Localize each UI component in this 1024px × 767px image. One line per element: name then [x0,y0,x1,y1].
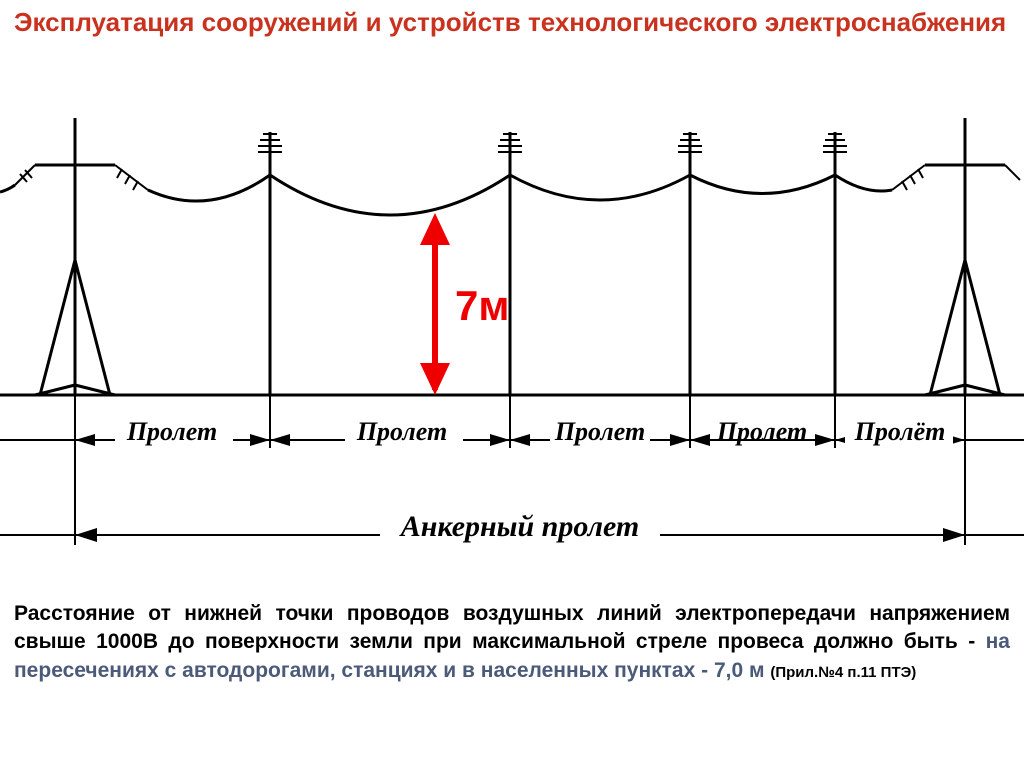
span-label-5: Пролёт [854,417,946,446]
wire-span-3 [510,175,690,200]
span-dimensions: Пролет Пролет Пролет Пролет Пролёт [0,395,1024,448]
wire-span-1 [148,175,270,201]
caption-ref: (Прил.№4 п.11 ПТЭ) [770,664,916,681]
span-label-3: Пролет [554,417,645,446]
anchor-span-dimension: Анкерный пролет [0,448,1024,545]
intermediate-pole-4 [823,132,847,395]
caption-pre: Расстояние от нижней точки проводов возд… [14,602,1010,653]
wire-span-5 [835,175,892,191]
page: Эксплуатация сооружений и устройств техн… [0,0,1024,767]
wire-span-4 [690,175,835,194]
power-line-diagram: 7м Пр [0,0,1024,600]
caption-text: Расстояние от нижней точки проводов возд… [14,600,1010,685]
wire-span-2 [270,175,510,215]
anchor-tower-left [15,118,148,395]
intermediate-pole-2 [498,132,522,395]
span-label-1: Пролет [126,417,217,446]
anchor-tower-right [892,118,1020,395]
clearance-label: 7м [455,282,509,329]
intermediate-pole-1 [258,132,282,395]
wire-stub-left [0,185,15,192]
span-label-2: Пролет [356,417,447,446]
intermediate-pole-3 [678,132,702,395]
clearance-arrow: 7м [420,213,509,395]
span-label-4: Пролет [716,417,807,446]
anchor-span-label: Анкерный пролет [399,510,640,543]
